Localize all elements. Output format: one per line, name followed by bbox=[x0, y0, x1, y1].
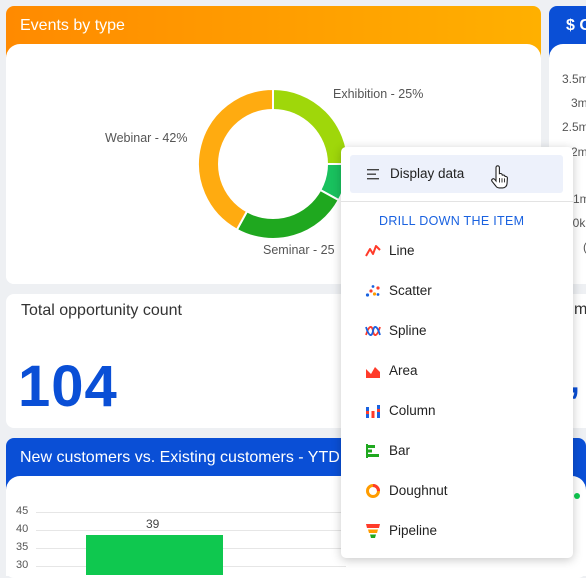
y-tick-label: 30 bbox=[16, 559, 29, 571]
drill-item-label: Line bbox=[389, 243, 415, 258]
webinar-slice-label: Webinar - 42% bbox=[105, 131, 188, 145]
drill-area-item[interactable]: Area bbox=[341, 351, 573, 391]
line-chart-icon bbox=[365, 245, 381, 257]
bar-data-label: 39 bbox=[146, 517, 160, 531]
drill-item-label: Area bbox=[389, 363, 418, 378]
area-chart-icon bbox=[366, 367, 380, 378]
drill-column-item[interactable]: Column bbox=[341, 391, 573, 431]
drill-bar-item[interactable]: Bar bbox=[341, 431, 573, 471]
spline-chart-icon bbox=[365, 326, 381, 336]
drill-item-label: Pipeline bbox=[389, 523, 438, 538]
drill-item-label: Column bbox=[389, 403, 436, 418]
right-card-tick: 1m bbox=[573, 192, 586, 206]
right-card-tick: 3m bbox=[571, 96, 586, 110]
doughnut-chart-icon bbox=[366, 484, 380, 498]
legend-dot bbox=[574, 493, 580, 499]
drill-item-label: Scatter bbox=[389, 283, 432, 298]
events-doughnut-chart[interactable] bbox=[195, 86, 355, 246]
opportunity-card-title: Total opportunity count bbox=[21, 302, 182, 319]
drill-pipeline-item[interactable]: Pipeline bbox=[341, 511, 573, 551]
events-card-title: Events by type bbox=[20, 17, 125, 34]
y-tick-label: 40 bbox=[16, 523, 29, 535]
right-card-title: $ C bbox=[566, 17, 586, 34]
menu-lines-icon bbox=[367, 169, 379, 180]
right-card-tick: ( bbox=[583, 240, 586, 254]
opportunity-count-value: 104 bbox=[18, 354, 118, 419]
gridline bbox=[36, 530, 346, 531]
drill-item-label: Bar bbox=[389, 443, 411, 458]
right-fragment-mark: ’ bbox=[569, 380, 581, 424]
right-card-tick: 2m bbox=[571, 145, 586, 159]
drill-scatter-item[interactable]: Scatter bbox=[341, 271, 573, 311]
column-chart-icon bbox=[366, 405, 380, 418]
drill-down-context-menu: Display data DRILL DOWN THE ITEM Line Sc… bbox=[341, 147, 573, 558]
display-data-item[interactable]: Display data bbox=[350, 155, 563, 193]
drill-spline-item[interactable]: Spline bbox=[341, 311, 573, 351]
seminar-slice-label: Seminar - 25 bbox=[263, 243, 335, 257]
y-tick-label: 45 bbox=[16, 505, 29, 517]
opportunity-card bbox=[6, 294, 351, 428]
drill-item-label: Spline bbox=[389, 323, 427, 338]
menu-divider bbox=[341, 201, 573, 202]
y-tick-label: 35 bbox=[16, 541, 29, 553]
bar-chart-icon bbox=[366, 444, 379, 458]
right-card-tick: 3.5m bbox=[562, 72, 586, 86]
right-card-tick: 2.5m bbox=[562, 120, 586, 134]
scatter-chart-icon bbox=[365, 285, 380, 297]
display-data-label: Display data bbox=[390, 166, 465, 181]
pipeline-chart-icon bbox=[366, 524, 380, 538]
customers-bar[interactable] bbox=[86, 535, 223, 575]
gridline bbox=[36, 512, 346, 513]
customers-card-title: New customers vs. Existing customers - Y… bbox=[20, 449, 340, 466]
drill-item-label: Doughnut bbox=[389, 483, 448, 498]
right-fragment-text: m bbox=[574, 301, 586, 318]
hand-pointer-icon bbox=[491, 165, 508, 189]
drill-down-section-title: DRILL DOWN THE ITEM bbox=[379, 214, 525, 228]
exhibition-slice-label: Exhibition - 25% bbox=[333, 87, 424, 101]
drill-line-item[interactable]: Line bbox=[341, 231, 573, 271]
drill-doughnut-item[interactable]: Doughnut bbox=[341, 471, 573, 511]
